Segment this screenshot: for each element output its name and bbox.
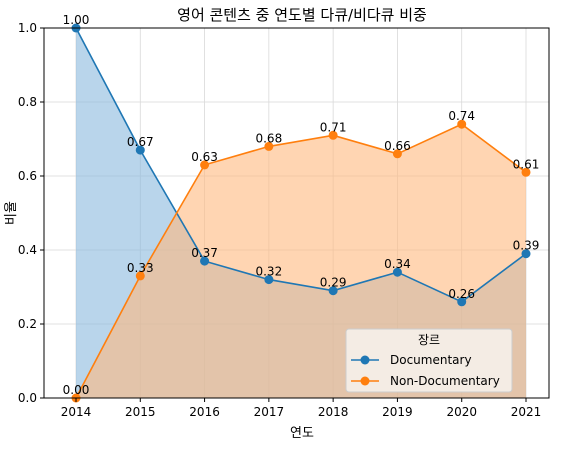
x-axis-title: 연도 [290, 426, 314, 441]
x-tick-label: 2019 [382, 405, 413, 419]
y-axis-title: 비율 [4, 201, 19, 225]
data-label: 0.26 [448, 287, 475, 301]
x-tick-label: 2018 [318, 405, 349, 419]
point-non-documentary [457, 119, 467, 129]
data-label: 0.63 [191, 150, 218, 164]
point-non-documentary [200, 160, 210, 170]
y-tick-label: 0.4 [18, 243, 37, 257]
x-tick-label: 2021 [511, 405, 542, 419]
x-ticks: 2014 2015 2016 2017 2018 2019 2020 2021 [61, 398, 542, 419]
point-documentary [392, 267, 402, 277]
legend: 장르 Documentary Non-Documentary [345, 328, 513, 393]
point-documentary [200, 256, 210, 266]
y-tick-label: 0.8 [18, 95, 37, 109]
data-label: 0.29 [320, 276, 347, 290]
x-tick-label: 2014 [61, 405, 92, 419]
data-label: 0.68 [255, 131, 282, 145]
legend-marker [360, 355, 370, 365]
data-label: 0.34 [384, 257, 411, 271]
y-tick-label: 0.0 [18, 391, 37, 405]
point-documentary [135, 145, 145, 155]
plot-frame [43, 27, 550, 399]
x-tick-label: 2015 [125, 405, 156, 419]
legend-label: Documentary [390, 353, 472, 367]
x-tick-label: 2017 [254, 405, 285, 419]
point-non-documentary [264, 141, 274, 151]
y-tick-label: 0.2 [18, 317, 37, 331]
line-non-documentary [75, 123, 527, 399]
line-documentary [75, 27, 527, 303]
data-labels: 1.00 0.67 0.37 0.32 0.29 0.34 0.26 0.39 0.00 0.33… [63, 13, 540, 397]
point-documentary [264, 275, 274, 285]
point-non-documentary [328, 130, 338, 140]
x-tick-label: 2016 [189, 405, 220, 419]
data-label: 0.33 [127, 261, 154, 275]
data-label: 0.66 [384, 139, 411, 153]
data-label: 0.67 [127, 135, 154, 149]
legend-box [345, 328, 513, 393]
chart-title: 영어 콘텐츠 중 연도별 다큐/비다큐 비중 [177, 6, 427, 24]
point-non-documentary [135, 271, 145, 281]
data-label: 0.32 [255, 265, 282, 279]
y-ticks: 0.0 0.2 0.4 0.6 0.8 1.0 [18, 21, 44, 405]
point-non-documentary [392, 149, 402, 159]
point-documentary [457, 297, 467, 307]
y-tick-label: 0.6 [18, 169, 37, 183]
points [71, 23, 531, 403]
data-label: 0.37 [191, 246, 218, 260]
data-label: 0.39 [513, 239, 540, 253]
point-documentary [328, 286, 338, 296]
legend-title: 장르 [418, 333, 440, 347]
legend-marker [360, 376, 370, 386]
legend-label: Non-Documentary [390, 374, 500, 388]
lines [75, 27, 527, 399]
data-label: 0.00 [63, 383, 90, 397]
data-label: 1.00 [63, 13, 90, 27]
data-label: 0.71 [320, 120, 347, 134]
data-label: 0.74 [448, 109, 475, 123]
y-tick-label: 1.0 [18, 21, 37, 35]
point-non-documentary [521, 167, 531, 177]
data-label: 0.61 [513, 157, 540, 171]
x-tick-label: 2020 [446, 405, 477, 419]
point-documentary [521, 249, 531, 259]
